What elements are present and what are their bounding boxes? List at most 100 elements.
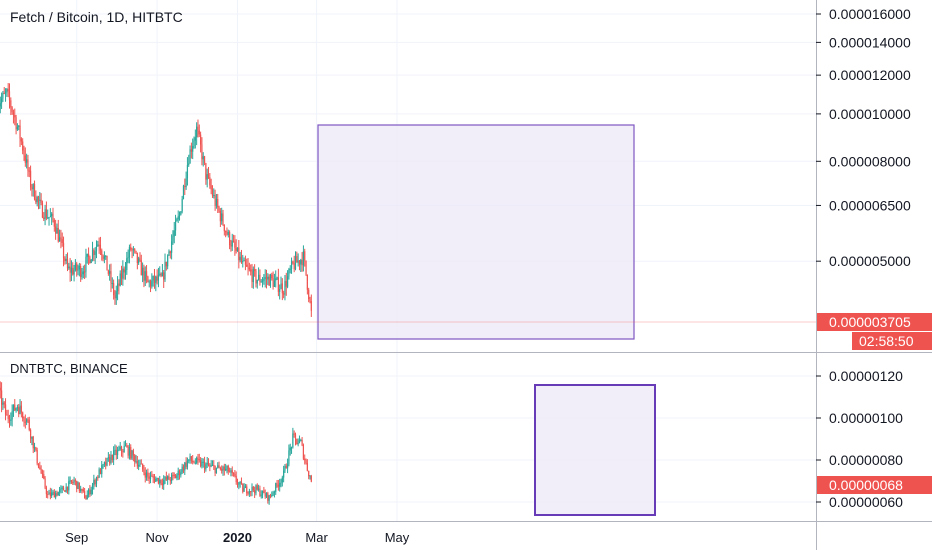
candle-body: [66, 486, 69, 491]
candles-bottom: [0, 381, 312, 505]
candle-body: [120, 446, 123, 452]
candle-body: [159, 273, 161, 275]
candle-body: [76, 263, 78, 271]
candle-body: [106, 458, 108, 466]
candle-body: [269, 274, 272, 286]
candle-body: [225, 468, 227, 471]
candle-body: [232, 472, 235, 474]
y-tick-label: 0.000008000: [829, 153, 911, 169]
candle-body: [102, 464, 104, 466]
candle-body: [26, 419, 28, 422]
candle-body: [290, 261, 293, 269]
candle-body: [89, 256, 91, 264]
candle-body: [203, 461, 206, 470]
candle-body: [69, 480, 71, 482]
candle-body: [304, 458, 306, 461]
y-tick-label: 0.00000100: [829, 410, 903, 426]
candle-body: [86, 494, 88, 500]
y-tick-label: 0.000012000: [829, 67, 911, 83]
candle-body: [298, 440, 301, 444]
candle-body: [81, 488, 83, 490]
candle-body: [111, 283, 113, 285]
candle-body: [293, 263, 295, 270]
candle-body: [165, 477, 167, 480]
highlight-box-bottom[interactable]: [534, 384, 656, 516]
candle-body: [52, 491, 54, 493]
y-axis-top[interactable]: 0.000016000 0.000014000 0.000012000 0.00001…: [816, 6, 911, 269]
candle-body: [61, 239, 63, 243]
candle-body: [193, 461, 195, 463]
candle-body: [101, 465, 103, 475]
candle-body: [11, 107, 13, 113]
candle-body: [302, 251, 305, 266]
candle-body: [6, 89, 8, 93]
candle-body: [231, 470, 233, 473]
candle-body: [135, 250, 137, 253]
candle-body: [118, 283, 120, 286]
candle-body: [64, 490, 66, 492]
candle-body: [190, 149, 192, 152]
candle-body: [279, 482, 281, 487]
candle-body: [190, 456, 192, 461]
candle-body: [239, 256, 241, 261]
candle-body: [188, 163, 190, 166]
candle-body: [127, 257, 129, 259]
candle-body: [235, 475, 237, 483]
candle-body: [123, 446, 125, 453]
candle-body: [51, 213, 53, 217]
candle-body: [151, 475, 153, 477]
candle-body: [293, 433, 295, 435]
candle-body: [82, 489, 84, 492]
candle-body: [136, 460, 138, 467]
candle-body: [15, 117, 17, 130]
candle-body: [248, 267, 250, 270]
candle-body: [144, 472, 146, 478]
candle-body: [16, 126, 19, 130]
candle-body: [277, 484, 279, 487]
candle-body: [126, 258, 128, 271]
candle-body: [242, 483, 244, 492]
x-axis[interactable]: Sep Nov 2020 Mar May: [65, 530, 410, 545]
candle-body: [29, 170, 32, 188]
candle-body: [286, 276, 289, 287]
candle-body: [256, 485, 258, 490]
candle-body: [156, 478, 158, 480]
candle-body: [120, 273, 123, 279]
candle-body: [122, 451, 124, 453]
candle-body: [206, 174, 208, 180]
candle-body: [250, 269, 252, 272]
candle-body: [86, 253, 88, 257]
candle-body: [74, 263, 76, 270]
candle-body: [254, 269, 256, 272]
candle-body: [219, 468, 221, 470]
candle-body: [55, 226, 57, 234]
candle-body: [205, 464, 207, 470]
candle-body: [226, 231, 228, 235]
candle-body: [200, 134, 202, 145]
candle-body: [58, 489, 61, 493]
candle-body: [124, 445, 127, 447]
candle-body: [72, 267, 74, 275]
candle-body: [36, 450, 38, 464]
candle-body: [138, 464, 140, 467]
candle-body: [296, 256, 298, 263]
candle-body: [41, 202, 44, 218]
candle-body: [95, 246, 98, 252]
candle-body: [160, 479, 162, 484]
candle-body: [222, 213, 224, 225]
candle-body: [18, 125, 20, 127]
candle-body: [168, 251, 170, 256]
candle-body: [184, 462, 186, 471]
candle-body: [181, 198, 183, 212]
candle-body: [147, 472, 149, 477]
candle-body: [102, 255, 104, 259]
candle-body: [148, 281, 150, 283]
candle-body: [225, 231, 227, 233]
candle-body: [27, 419, 29, 421]
highlight-box-top[interactable]: [317, 124, 635, 340]
y-axis-bottom[interactable]: 0.00000120 0.00000100 0.00000080 0.00000060: [816, 368, 903, 510]
candle-body: [259, 488, 261, 496]
candle-body: [145, 472, 148, 478]
candle-body: [64, 258, 66, 262]
candle-body: [202, 156, 204, 160]
